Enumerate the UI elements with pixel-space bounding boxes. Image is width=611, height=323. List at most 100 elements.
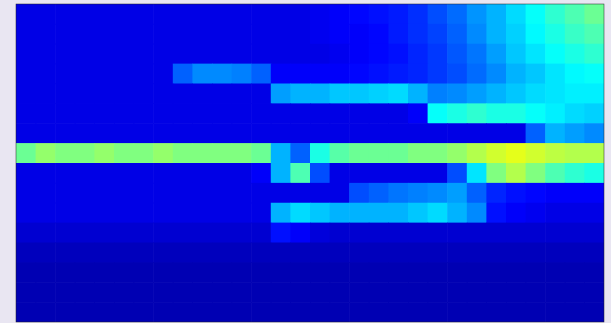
- heatmap-cell: [369, 282, 389, 302]
- heatmap-cell: [212, 262, 232, 282]
- heatmap-cell: [75, 84, 95, 104]
- heatmap-cell: [134, 183, 154, 203]
- heatmap-cell: [506, 302, 526, 322]
- heatmap-cell: [545, 262, 565, 282]
- heatmap-cell: [290, 203, 310, 223]
- heatmap-cell: [36, 24, 56, 44]
- heatmap-cell: [486, 84, 506, 104]
- heatmap-cell: [310, 143, 330, 163]
- heatmap-cell: [584, 64, 604, 84]
- heatmap-cell: [349, 183, 369, 203]
- heatmap-cell: [134, 103, 154, 123]
- heatmap-cell: [584, 223, 604, 243]
- heatmap-cell: [428, 302, 448, 322]
- heatmap-cell: [565, 44, 585, 64]
- heatmap-cell: [447, 302, 467, 322]
- heatmap-cell: [153, 282, 173, 302]
- heatmap-cell: [173, 84, 193, 104]
- heatmap-cell: [388, 282, 408, 302]
- heatmap-cell: [192, 24, 212, 44]
- heatmap-cell: [545, 84, 565, 104]
- heatmap-cell: [192, 143, 212, 163]
- heatmap-cell: [428, 203, 448, 223]
- heatmap-cell: [232, 163, 252, 183]
- heatmap-cell: [192, 183, 212, 203]
- heatmap-cell: [369, 64, 389, 84]
- heatmap-cell: [408, 143, 428, 163]
- heatmap-cell: [526, 183, 546, 203]
- heatmap-cell: [310, 64, 330, 84]
- heatmap-cell: [134, 143, 154, 163]
- heatmap-cell: [565, 262, 585, 282]
- heatmap-cell: [526, 84, 546, 104]
- heatmap-cell: [584, 183, 604, 203]
- heatmap-cell: [565, 4, 585, 24]
- heatmap-cell: [584, 282, 604, 302]
- heatmap-cell: [212, 163, 232, 183]
- heatmap-cell: [251, 163, 271, 183]
- heatmap-cell: [94, 163, 114, 183]
- heatmap-cell: [526, 243, 546, 263]
- heatmap-cell: [16, 203, 36, 223]
- heatmap-cell: [369, 24, 389, 44]
- heatmap-cell: [310, 84, 330, 104]
- heatmap-cell: [153, 24, 173, 44]
- heatmap-cell: [565, 103, 585, 123]
- heatmap-cell: [428, 103, 448, 123]
- heatmap-cell: [16, 103, 36, 123]
- heatmap-cell: [134, 4, 154, 24]
- heatmap-cell: [447, 282, 467, 302]
- heatmap-cell: [408, 44, 428, 64]
- heatmap-cell: [349, 163, 369, 183]
- heatmap-cell: [36, 223, 56, 243]
- heatmap-cell: [506, 103, 526, 123]
- heatmap-cell: [428, 163, 448, 183]
- heatmap-cell: [447, 44, 467, 64]
- heatmap-cell: [251, 24, 271, 44]
- heatmap-cell: [330, 203, 350, 223]
- heatmap-cell: [330, 302, 350, 322]
- heatmap-cell: [75, 282, 95, 302]
- heatmap-cell: [506, 262, 526, 282]
- heatmap-cell: [114, 302, 134, 322]
- heatmap-cell: [251, 4, 271, 24]
- heatmap-cell: [16, 143, 36, 163]
- heatmap-cell: [271, 183, 291, 203]
- heatmap-cell: [75, 64, 95, 84]
- heatmap-cell: [114, 183, 134, 203]
- heatmap-cell: [192, 44, 212, 64]
- heatmap-cell: [55, 282, 75, 302]
- heatmap-cell: [153, 123, 173, 143]
- heatmap-cell: [526, 24, 546, 44]
- heatmap-cell: [153, 64, 173, 84]
- heatmap-cell: [75, 24, 95, 44]
- heatmap-cell: [173, 4, 193, 24]
- heatmap-cell: [94, 282, 114, 302]
- heatmap-cell: [114, 4, 134, 24]
- heatmap-cell: [114, 44, 134, 64]
- heatmap-cell: [584, 262, 604, 282]
- heatmap-cell: [330, 243, 350, 263]
- heatmap-cell: [526, 282, 546, 302]
- heatmap-cell: [75, 123, 95, 143]
- heatmap-cell: [349, 262, 369, 282]
- heatmap-cell: [55, 302, 75, 322]
- heatmap-cell: [75, 4, 95, 24]
- heatmap-cell: [545, 282, 565, 302]
- heatmap-cell: [55, 64, 75, 84]
- heatmap-cell: [16, 44, 36, 64]
- heatmap-cell: [75, 302, 95, 322]
- heatmap-cell: [36, 163, 56, 183]
- heatmap-cell: [447, 243, 467, 263]
- heatmap-cell: [55, 243, 75, 263]
- heatmap-cell: [526, 4, 546, 24]
- heatmap-cell: [330, 103, 350, 123]
- heatmap-cell: [545, 163, 565, 183]
- heatmap-cell: [36, 302, 56, 322]
- heatmap-cell: [428, 84, 448, 104]
- heatmap-cell: [153, 262, 173, 282]
- heatmap-cell: [369, 44, 389, 64]
- heatmap-cell: [428, 24, 448, 44]
- heatmap-cell: [271, 243, 291, 263]
- heatmap-cell: [94, 123, 114, 143]
